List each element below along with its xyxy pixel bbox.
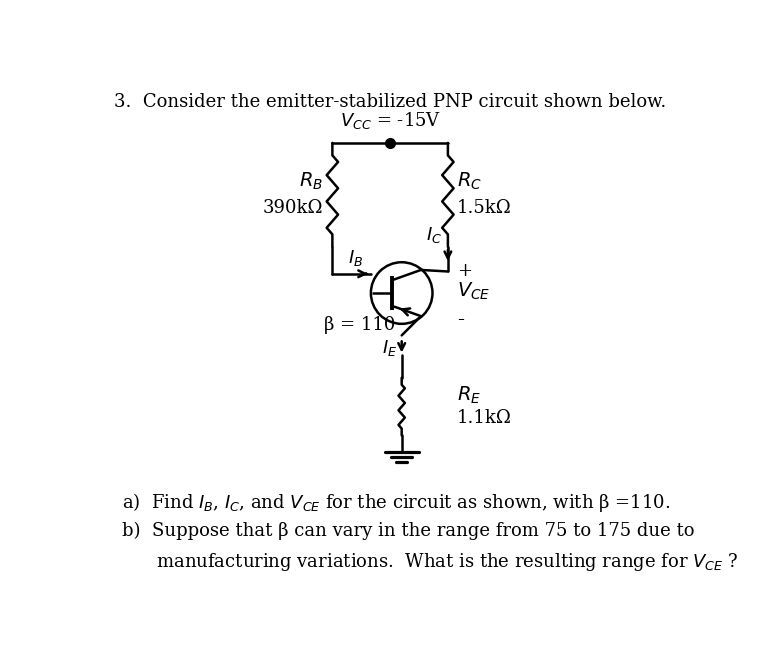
Text: $I_C$: $I_C$: [425, 225, 441, 246]
Text: $I_E$: $I_E$: [382, 338, 397, 358]
Text: $V_{CC}$ = -15V: $V_{CC}$ = -15V: [340, 110, 441, 132]
Text: β = 110: β = 110: [324, 317, 395, 334]
Text: $R_C$: $R_C$: [457, 171, 482, 193]
Text: $R_B$: $R_B$: [299, 171, 323, 193]
Text: 1.5kΩ: 1.5kΩ: [457, 199, 512, 217]
Text: 1.1kΩ: 1.1kΩ: [457, 409, 512, 427]
Text: manufacturing variations.  What is the resulting range for $V_{CE}$ ?: manufacturing variations. What is the re…: [122, 551, 739, 573]
Text: -: -: [457, 311, 464, 329]
Text: 3.  Consider the emitter-stabilized PNP circuit shown below.: 3. Consider the emitter-stabilized PNP c…: [115, 93, 667, 111]
Text: $R_E$: $R_E$: [457, 384, 481, 406]
Text: 390kΩ: 390kΩ: [262, 199, 323, 217]
Text: $V_{CE}$: $V_{CE}$: [457, 281, 490, 302]
Text: $I_B$: $I_B$: [348, 248, 363, 268]
Text: b)  Suppose that β can vary in the range from 75 to 175 due to: b) Suppose that β can vary in the range …: [122, 522, 695, 540]
Text: +: +: [457, 262, 472, 280]
Text: a)  Find $I_B$, $I_C$, and $V_{CE}$ for the circuit as shown, with β =110.: a) Find $I_B$, $I_C$, and $V_{CE}$ for t…: [122, 491, 670, 514]
